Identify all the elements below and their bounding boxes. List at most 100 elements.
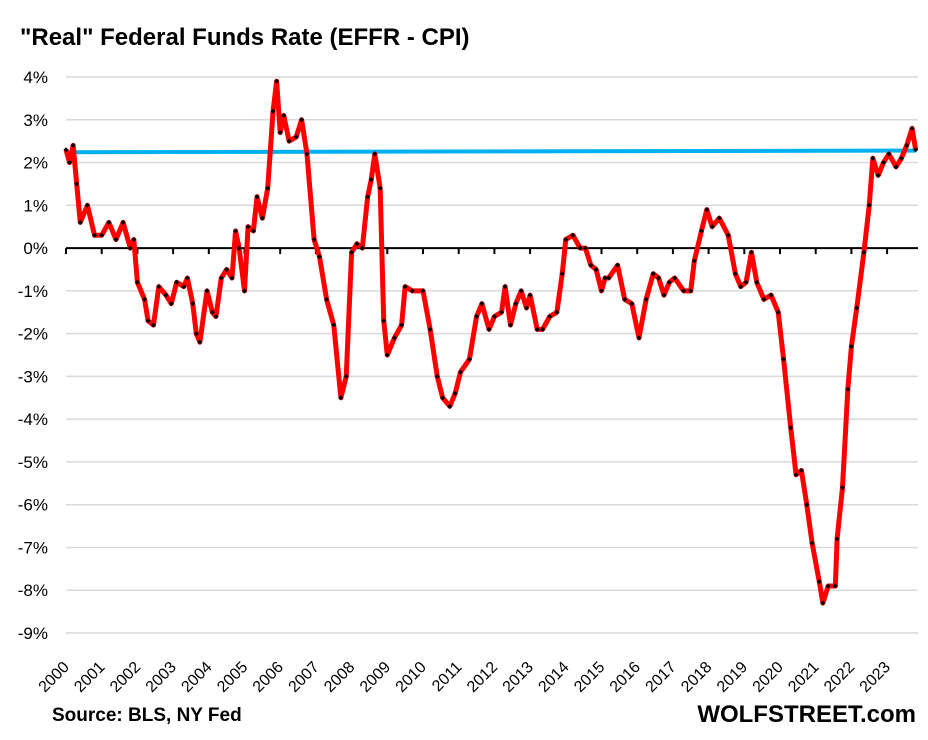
data-point [666, 279, 672, 285]
data-point [145, 318, 151, 324]
data-point [788, 425, 794, 431]
data-point [768, 292, 774, 298]
data-point [293, 134, 299, 140]
data-point [582, 245, 588, 251]
data-point [809, 540, 815, 546]
data-point [134, 279, 140, 285]
data-point [563, 237, 569, 243]
data-point [381, 318, 387, 324]
data-point [698, 228, 704, 234]
data-point [599, 288, 604, 294]
data-point [606, 275, 612, 281]
y-tick-label: 3% [23, 111, 48, 130]
x-tick-label: 2002 [107, 659, 144, 696]
data-point [839, 485, 845, 491]
data-point [92, 232, 98, 238]
data-point [502, 284, 508, 290]
data-point [656, 275, 662, 281]
data-point [120, 219, 126, 225]
data-point [540, 326, 546, 332]
y-tick-label: -2% [18, 325, 48, 344]
data-point [452, 390, 458, 396]
data-point [286, 138, 292, 144]
x-tick-label: 2007 [286, 659, 323, 696]
data-point [420, 288, 426, 294]
data-point [250, 228, 256, 234]
y-tick-label: -5% [18, 453, 48, 472]
data-point [265, 185, 271, 191]
x-tick-label: 2021 [785, 659, 822, 696]
data-point [570, 232, 576, 238]
data-point [63, 147, 69, 153]
y-tick-label: -4% [18, 410, 48, 429]
y-tick-label: 4% [23, 68, 48, 87]
data-point [99, 232, 105, 238]
data-point [547, 314, 553, 320]
y-tick-label: -9% [18, 624, 48, 643]
data-point [643, 296, 649, 302]
x-tick-label: 2015 [571, 659, 608, 696]
x-tick-label: 2005 [214, 659, 251, 696]
data-point [793, 472, 799, 478]
data-point [391, 335, 397, 341]
data-point [338, 395, 344, 401]
data-point [866, 202, 872, 208]
data-point [402, 284, 408, 290]
x-tick-label: 2014 [535, 659, 572, 696]
data-point [761, 296, 767, 302]
data-point [904, 142, 910, 148]
data-point [184, 275, 190, 281]
chart-title: "Real" Federal Funds Rate (EFFR - CPI) [20, 24, 470, 51]
data-point [67, 160, 73, 166]
data-point [716, 215, 722, 221]
x-tick-label: 2011 [429, 659, 465, 695]
data-point [70, 142, 76, 148]
data-point [854, 305, 860, 311]
data-point [832, 583, 838, 589]
data-point [131, 237, 137, 243]
data-point [311, 237, 317, 243]
x-tick-label: 2016 [607, 659, 644, 696]
data-point [804, 502, 810, 508]
data-point [277, 130, 283, 136]
data-point [704, 207, 710, 213]
data-point [754, 279, 760, 285]
data-point [156, 284, 162, 290]
data-point [622, 296, 628, 302]
data-point [274, 78, 280, 84]
data-point [588, 262, 594, 268]
data-point [316, 254, 322, 260]
y-tick-label: 0% [23, 239, 48, 258]
data-point [213, 314, 219, 320]
data-point [399, 322, 405, 328]
data-point [738, 284, 744, 290]
data-point [440, 395, 446, 401]
data-point [534, 326, 540, 332]
average-line [65, 148, 916, 155]
x-tick-label: 2004 [178, 659, 215, 696]
data-point [359, 245, 365, 251]
y-tick-label: -7% [18, 538, 48, 557]
x-tick-label: 2020 [750, 659, 787, 696]
y-tick-label: -3% [18, 367, 48, 386]
data-point [559, 271, 565, 277]
x-tick-label: 2000 [36, 659, 73, 696]
data-point [898, 155, 904, 161]
x-tick-label: 2019 [714, 659, 751, 696]
x-tick-label: 2018 [678, 659, 715, 696]
data-point [661, 292, 667, 298]
data-point [875, 172, 881, 178]
x-tick-label: 2022 [821, 659, 858, 696]
real-rate-line [63, 78, 919, 606]
data-point [174, 279, 180, 285]
data-point [499, 309, 505, 315]
data-point [224, 266, 230, 272]
data-point [236, 245, 242, 251]
data-point [474, 314, 480, 320]
data-point [281, 112, 287, 118]
line-chart: 4% 3% 2% 1% 0% -1% -2% -3% -4% -5% -6% -7% -8% -9% 200… [18, 68, 919, 696]
data-point [204, 288, 210, 294]
data-point [748, 249, 754, 255]
data-point [209, 309, 215, 315]
data-point [259, 215, 265, 221]
